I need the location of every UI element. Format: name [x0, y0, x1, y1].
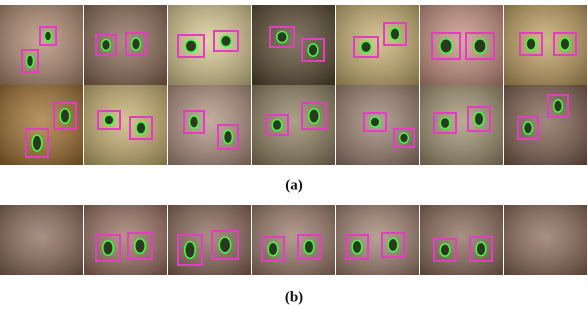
- face-shading: [504, 205, 587, 275]
- face-shading: [252, 205, 335, 275]
- pupil-marker: [221, 35, 232, 46]
- figure: (a) (b): [0, 0, 588, 310]
- image-grid: [0, 5, 587, 275]
- pupil-marker: [308, 44, 318, 56]
- pupil-marker: [26, 55, 33, 67]
- face-shading: [504, 5, 587, 85]
- pupil-marker: [474, 112, 484, 125]
- pupil-marker: [102, 39, 111, 50]
- pupil-marker: [44, 31, 51, 41]
- pupil-marker: [474, 39, 486, 54]
- pupil-marker: [440, 244, 450, 256]
- pupil-marker: [32, 135, 42, 151]
- pupil-marker: [104, 115, 114, 125]
- pupil-marker: [136, 122, 146, 134]
- pupil-marker: [60, 109, 70, 124]
- pupil-marker: [440, 39, 452, 54]
- pupil-marker: [190, 116, 199, 128]
- pupil-marker: [132, 38, 141, 50]
- panel-label: (b): [285, 289, 303, 305]
- pupil-marker: [219, 237, 230, 253]
- pupil-marker: [526, 38, 536, 50]
- pupil-marker: [185, 40, 196, 52]
- face-shading: [84, 85, 167, 165]
- pupil-marker: [524, 122, 533, 134]
- face-shading: [252, 85, 335, 165]
- pupil-marker: [554, 100, 563, 112]
- pupil-marker: [135, 239, 146, 254]
- pupil-marker: [390, 28, 400, 40]
- pupil-marker: [400, 133, 409, 143]
- pupil-marker: [185, 242, 196, 259]
- pupil-marker: [272, 119, 282, 130]
- pupil-marker: [370, 117, 380, 127]
- pupil-marker: [440, 117, 450, 128]
- pupil-marker: [224, 130, 233, 143]
- pupil-marker: [268, 242, 278, 255]
- pupil-marker: [277, 31, 288, 42]
- pupil-marker: [560, 38, 570, 50]
- face-shading: [420, 205, 503, 275]
- face-shading: [504, 85, 587, 165]
- pupil-marker: [304, 240, 314, 253]
- face-shading: [0, 85, 83, 165]
- pupil-marker: [388, 238, 398, 251]
- face-shading: [0, 205, 83, 275]
- face-shading: [336, 205, 419, 275]
- pupil-marker: [309, 109, 320, 124]
- pupil-marker: [476, 242, 486, 255]
- pupil-marker: [361, 41, 372, 52]
- panel-label: (a): [285, 177, 303, 193]
- pupil-marker: [352, 240, 362, 253]
- pupil-marker: [103, 241, 114, 256]
